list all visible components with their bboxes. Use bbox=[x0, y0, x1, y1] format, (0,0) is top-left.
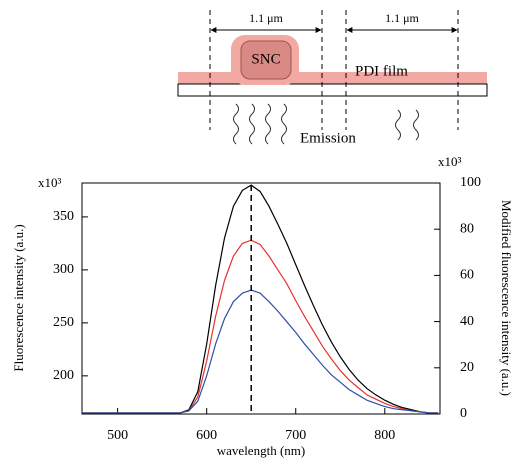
width-label: 1.1 μm bbox=[249, 11, 283, 25]
emission-label: Emission bbox=[300, 130, 356, 146]
x-tick-label: 800 bbox=[374, 428, 395, 443]
series-line bbox=[82, 184, 439, 414]
x-axis-label: wavelength (nm) bbox=[217, 443, 305, 458]
y2-tick-label: 60 bbox=[460, 268, 474, 283]
series-line bbox=[82, 289, 439, 414]
x-tick-label: 700 bbox=[285, 428, 306, 443]
crystal bbox=[240, 40, 292, 80]
diagram: SNC PDI film 1.1 μm 1.1 μm Emission bbox=[177, 10, 488, 146]
y2-tick-label: 20 bbox=[460, 360, 474, 375]
y2-axis-label: Modified fluorescence intensity (a.u.) bbox=[499, 200, 514, 396]
x-tick-label: 600 bbox=[196, 428, 217, 443]
x-tick-label: 500 bbox=[107, 428, 128, 443]
y-axis-label: Fluorescence intensity (a.u.) bbox=[11, 224, 26, 371]
y2-multiplier: x10³ bbox=[438, 154, 462, 169]
y-multiplier: x10³ bbox=[38, 175, 62, 190]
y2-tick-label: 80 bbox=[460, 221, 474, 236]
y2-tick-label: 40 bbox=[460, 314, 474, 329]
y2-tick-label: 0 bbox=[460, 406, 467, 421]
film-label: PDI film bbox=[355, 63, 408, 79]
film bbox=[178, 72, 487, 84]
y-tick-label: 250 bbox=[53, 315, 74, 330]
guides bbox=[209, 10, 459, 130]
crystal-label: SNC bbox=[251, 51, 280, 67]
plot-frame bbox=[81, 182, 441, 415]
series-line bbox=[82, 239, 439, 414]
y-tick-label: 200 bbox=[53, 368, 74, 383]
emission-waves bbox=[233, 103, 419, 145]
y-tick-label: 300 bbox=[53, 262, 74, 277]
substrate bbox=[177, 83, 488, 97]
y-tick-label: 350 bbox=[53, 209, 74, 224]
y2-tick-label: 100 bbox=[460, 175, 481, 190]
width-label: 1.1 μm bbox=[385, 11, 419, 25]
